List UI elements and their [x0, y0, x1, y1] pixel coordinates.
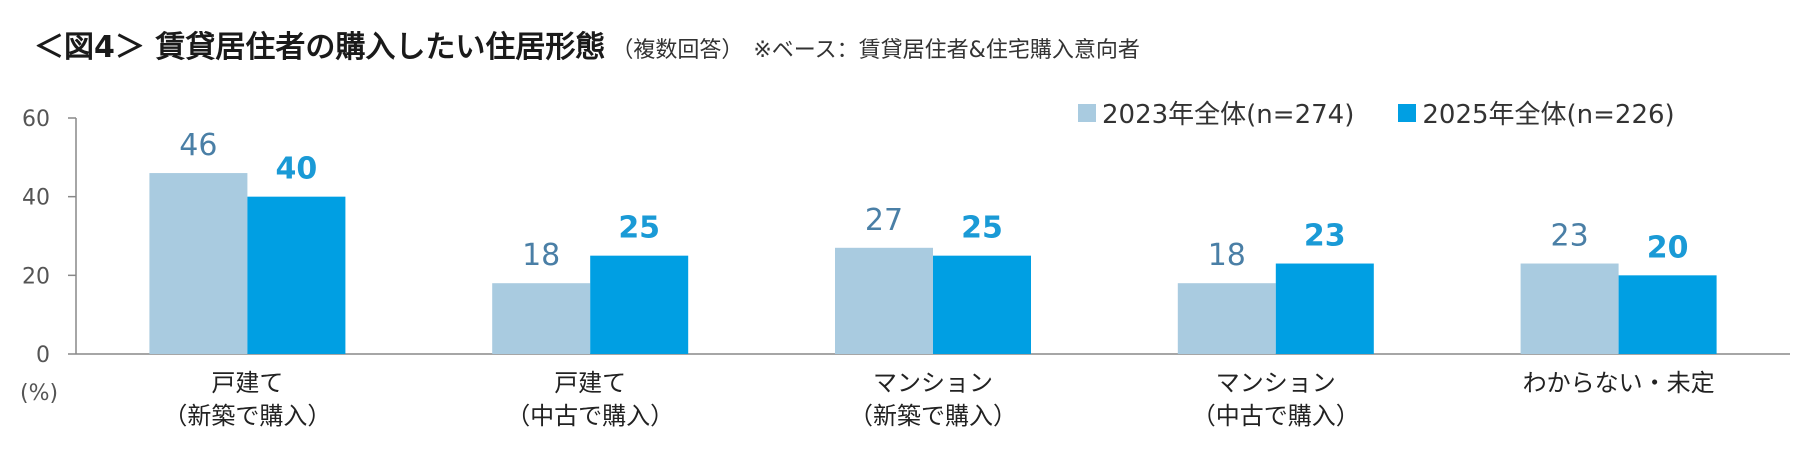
data-label-2023: 18	[522, 238, 560, 273]
bar-2023	[1177, 283, 1276, 354]
legend-label-2025: 2025年全体(n=226)	[1422, 100, 1675, 130]
data-label-2025: 25	[961, 211, 1003, 246]
legend-item-2025: 2025年全体(n=226)	[1398, 94, 1675, 131]
legend-swatch-2023	[1078, 103, 1096, 122]
data-label-2025: 25	[618, 211, 660, 246]
y-tick-label: 20	[22, 264, 50, 289]
legend-item-2023: 2023年全体(n=274)	[1078, 94, 1354, 131]
bar-2025	[1275, 263, 1374, 354]
data-label-2025: 40	[276, 152, 318, 187]
bar-2025	[590, 255, 689, 354]
y-tick-label: 40	[22, 186, 50, 211]
chart-title-row: ＜図4＞ 賃貸居住者の購入したい住居形態 （複数回答） ※ベース：賃貸居住者&住宅購…	[34, 22, 1140, 66]
chart-base-note: ※ベース：賃貸居住者&住宅購入意向者	[753, 38, 1140, 63]
data-label-2025: 20	[1647, 230, 1689, 265]
bar-2025	[247, 196, 346, 354]
category-label: マンション	[873, 369, 993, 397]
chart-legend: 2023年全体(n=274) 2025年全体(n=226)	[1078, 94, 1675, 131]
category-sublabel: （新築で購入）	[849, 402, 1017, 430]
y-tick-label: 0	[36, 343, 50, 368]
chart-title: ＜図4＞ 賃貸居住者の購入したい住居形態	[34, 30, 606, 65]
data-label-2023: 46	[179, 128, 217, 163]
bar-2023	[835, 247, 933, 354]
category-label: マンション	[1216, 369, 1336, 397]
bar-2023	[149, 173, 248, 354]
legend-swatch-2025	[1398, 103, 1417, 122]
legend-label-2023: 2023年全体(n=274)	[1102, 100, 1355, 130]
y-tick-label: 60	[22, 107, 50, 132]
bar-2025	[933, 255, 1031, 354]
category-label: 戸建て	[211, 369, 283, 397]
category-sublabel: （中古で購入）	[1192, 402, 1360, 430]
category-sublabel: （新築で購入）	[163, 402, 331, 430]
data-label-2023: 23	[1551, 219, 1589, 254]
data-label-2023: 27	[865, 203, 903, 238]
y-unit-label: (%)	[20, 381, 58, 406]
bar-2025	[1618, 275, 1717, 354]
category-label: 戸建て	[554, 369, 626, 397]
category-label: わからない・未定	[1523, 369, 1715, 397]
bar-2023	[492, 283, 591, 354]
data-label-2023: 18	[1208, 238, 1246, 273]
bar-2023	[1520, 263, 1619, 354]
category-sublabel: （中古で購入）	[506, 402, 674, 430]
data-label-2025: 23	[1304, 219, 1346, 254]
chart-subtitle: （複数回答）	[611, 38, 744, 63]
